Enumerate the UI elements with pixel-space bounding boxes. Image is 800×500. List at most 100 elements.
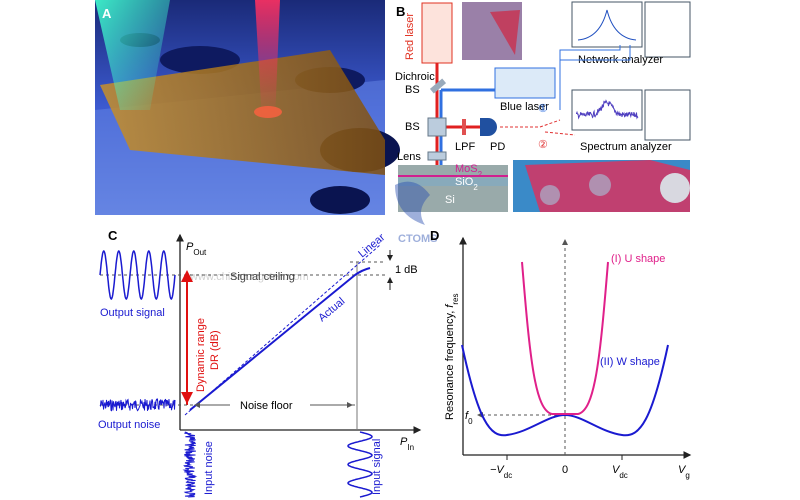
- spectrum-analyzer: [571, 89, 643, 131]
- watermark-url: www.chinatungsten.com: [189, 271, 309, 283]
- w-curve: [461, 344, 669, 437]
- watermark: CTOMS www.chinatungsten.com: [189, 181, 438, 283]
- sio2-main: SiO: [455, 176, 474, 188]
- panel-label: A: [102, 6, 112, 21]
- y-label-sub: res: [451, 294, 460, 305]
- resonance-trace: [577, 9, 637, 41]
- actual-curve: [189, 267, 371, 411]
- output-noise: Output noise: [98, 419, 160, 431]
- vg-sub: g: [685, 471, 689, 480]
- path-2: ②: [538, 139, 548, 151]
- sio2-layer: [398, 178, 508, 186]
- p: P: [186, 241, 194, 253]
- vdc-main: V: [612, 464, 621, 476]
- panel-d: D (I) U shape (II) W shape Resonance fre…: [430, 228, 692, 480]
- wire: [559, 45, 621, 110]
- hole-image: [540, 185, 560, 205]
- mos2: MoS2: [455, 163, 483, 179]
- hole-image: [660, 173, 690, 203]
- path-1: ①: [538, 103, 548, 115]
- beamsplitter: [427, 117, 447, 137]
- output-noise-wave: [99, 397, 176, 412]
- mos2-flake: [100, 50, 385, 175]
- y-label-main: Resonance frequency,: [444, 308, 456, 420]
- wire: [560, 45, 631, 61]
- dichroic-bs: Dichroic: [395, 71, 435, 83]
- vg: Vg: [678, 464, 690, 480]
- blue-laser-box: [494, 67, 556, 99]
- linear-curve: [184, 244, 381, 416]
- linear: Linear: [356, 231, 387, 260]
- neg-vdc-sub: dc: [504, 471, 512, 480]
- blue-laser: Blue laser: [500, 101, 549, 113]
- neg-vdc: −Vdc: [490, 464, 512, 480]
- laser-spot: [254, 106, 282, 118]
- lens-label: Lens: [397, 151, 421, 163]
- instrument-panel: [644, 89, 691, 141]
- f0: f0: [465, 410, 473, 426]
- mos2-main: MoS: [455, 163, 478, 175]
- pd-label: PD: [490, 141, 505, 153]
- label-bg: [232, 397, 308, 413]
- y-label-f: f: [444, 304, 456, 308]
- p: P: [400, 436, 408, 448]
- instrument-panel: [644, 1, 691, 58]
- panel-label: B: [396, 4, 405, 19]
- si: Si: [445, 194, 455, 206]
- signal-ceiling: Signal ceiling: [230, 271, 295, 283]
- network-analyzer: [571, 1, 643, 48]
- lpf: [462, 119, 466, 135]
- sio2: SiO2: [455, 176, 478, 192]
- panel-a: A: [95, 0, 400, 215]
- hole-image: [589, 174, 611, 196]
- red-laser-box: [421, 2, 453, 64]
- noise-floor: Noise floor: [240, 400, 293, 412]
- logo-text: CTOMS: [398, 233, 438, 245]
- dynamic-range: Dynamic range: [195, 318, 207, 392]
- pd: [480, 118, 497, 136]
- output-signal: Output signal: [100, 307, 165, 319]
- hole: [310, 186, 370, 214]
- vdc-sub: dc: [619, 471, 627, 480]
- device-stack: [398, 165, 508, 212]
- input-signal: Input signal: [371, 439, 383, 495]
- panel-label: D: [430, 228, 439, 243]
- dichroic-bs: BS: [405, 84, 420, 96]
- sub: In: [407, 443, 414, 452]
- input-noise-wave: [182, 431, 198, 498]
- y-axis-label: Resonance frequency, fres: [444, 294, 460, 421]
- u-shape: (I) U shape: [611, 253, 665, 265]
- input-noise: Input noise: [203, 441, 215, 495]
- f0-sub: 0: [468, 417, 473, 426]
- u-curve: [521, 261, 609, 415]
- flake-image: [490, 10, 520, 55]
- sub: Out: [193, 248, 207, 257]
- lens: [427, 151, 447, 161]
- vdc: Vdc: [612, 464, 628, 480]
- logo-mark: [395, 181, 430, 225]
- vg-main: V: [678, 464, 687, 476]
- switch: [500, 119, 576, 136]
- panel-label: C: [108, 228, 118, 243]
- spectrum-trace: [576, 99, 639, 120]
- f0-main: f: [465, 410, 469, 422]
- mos2-sub: 2: [478, 170, 483, 179]
- neg-vdc-main: −V: [490, 464, 505, 476]
- panel-c: C POut PIn Signal ceiling Linear Actual …: [98, 228, 422, 498]
- bs: BS: [405, 121, 420, 133]
- red-beam: [255, 0, 280, 120]
- output-signal-wave: [99, 250, 176, 300]
- lpf-label: LPF: [455, 141, 475, 153]
- sio2-sub: 2: [473, 183, 478, 192]
- dynamic-range: DR (dB): [209, 330, 221, 370]
- red-laser: Red laser: [404, 13, 416, 60]
- input-signal-wave: [347, 431, 373, 498]
- zero: 0: [562, 464, 568, 476]
- y-axis-label: POut: [186, 241, 207, 257]
- spectrum-analyzer-label: Spectrum analyzer: [580, 141, 672, 153]
- panel-b: B Red laser Dichroic BS BS Lens LPF PD B…: [395, 1, 691, 212]
- actual: Actual: [316, 295, 347, 324]
- dichroic: [429, 78, 447, 94]
- x-axis-label: PIn: [400, 436, 414, 452]
